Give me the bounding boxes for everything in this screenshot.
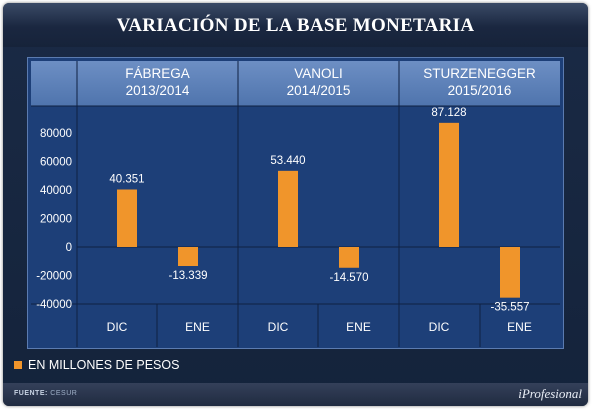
- y-axis: 80000 60000 40000 20000 0 -20000 -40000: [36, 128, 72, 311]
- bars: [117, 122, 520, 298]
- period-years: 2013/2014: [126, 83, 190, 98]
- bar-dic: [278, 170, 298, 247]
- y-tick-label: 80000: [40, 128, 72, 140]
- brand-logo: iProfesional: [518, 386, 582, 401]
- bar-value-label: -35.557: [490, 302, 529, 314]
- bar-value-label: -14.570: [329, 272, 368, 284]
- source-value: CESUR: [50, 390, 78, 397]
- period-labels: FÁBREGA 2013/2014 VANOLI 2014/2015 STURZENEG…: [125, 66, 536, 98]
- period-name: FÁBREGA: [125, 66, 190, 81]
- category-label: DIC: [429, 320, 450, 334]
- footer-bar: FUENTE: CESUR iProfesional: [3, 383, 588, 406]
- bar-value-label: 53.440: [270, 155, 305, 167]
- bar-ene: [339, 247, 359, 268]
- y-tick-label: -40000: [36, 299, 72, 311]
- category-label: DIC: [268, 320, 289, 334]
- y-tick-label: 0: [66, 242, 72, 254]
- bar-dic: [439, 122, 459, 247]
- source-label: FUENTE:: [14, 390, 48, 397]
- category-label: ENE: [185, 320, 210, 334]
- legend: EN MILLONES DE PESOS: [14, 356, 179, 374]
- legend-label: EN MILLONES DE PESOS: [28, 358, 180, 372]
- title-bar: VARIACIÓN DE LA BASE MONETARIA: [3, 3, 588, 47]
- bar-value-label: -13.339: [168, 270, 207, 282]
- bar-ene: [500, 247, 520, 298]
- y-tick-label: 60000: [40, 157, 72, 169]
- y-tick-label: 40000: [40, 185, 72, 197]
- category-label: ENE: [346, 320, 371, 334]
- y-tick-label: 20000: [40, 214, 72, 226]
- bar-value-labels: 40.351 -13.339 53.440 -14.570 87.128 -35.557: [109, 107, 529, 314]
- panel-dividers: [31, 61, 560, 347]
- chart-title: VARIACIÓN DE LA BASE MONETARIA: [116, 15, 475, 36]
- category-label: DIC: [107, 320, 128, 334]
- source-note: FUENTE: CESUR: [14, 390, 77, 397]
- period-name: VANOLI: [294, 66, 343, 81]
- bar-value-label: 87.128: [431, 107, 466, 119]
- category-label: ENE: [507, 320, 532, 334]
- period-header-band: [31, 61, 560, 106]
- y-tick-label: -20000: [36, 271, 72, 283]
- bar-ene: [178, 247, 198, 267]
- period-name: STURZENEGGER: [423, 66, 536, 81]
- bar-value-label: 40.351: [109, 173, 144, 185]
- period-years: 2014/2015: [287, 83, 351, 98]
- legend-swatch: [14, 361, 22, 369]
- bar-dic: [117, 189, 137, 247]
- period-years: 2015/2016: [448, 83, 512, 98]
- category-labels: DIC ENE DIC ENE DIC ENE: [107, 320, 532, 334]
